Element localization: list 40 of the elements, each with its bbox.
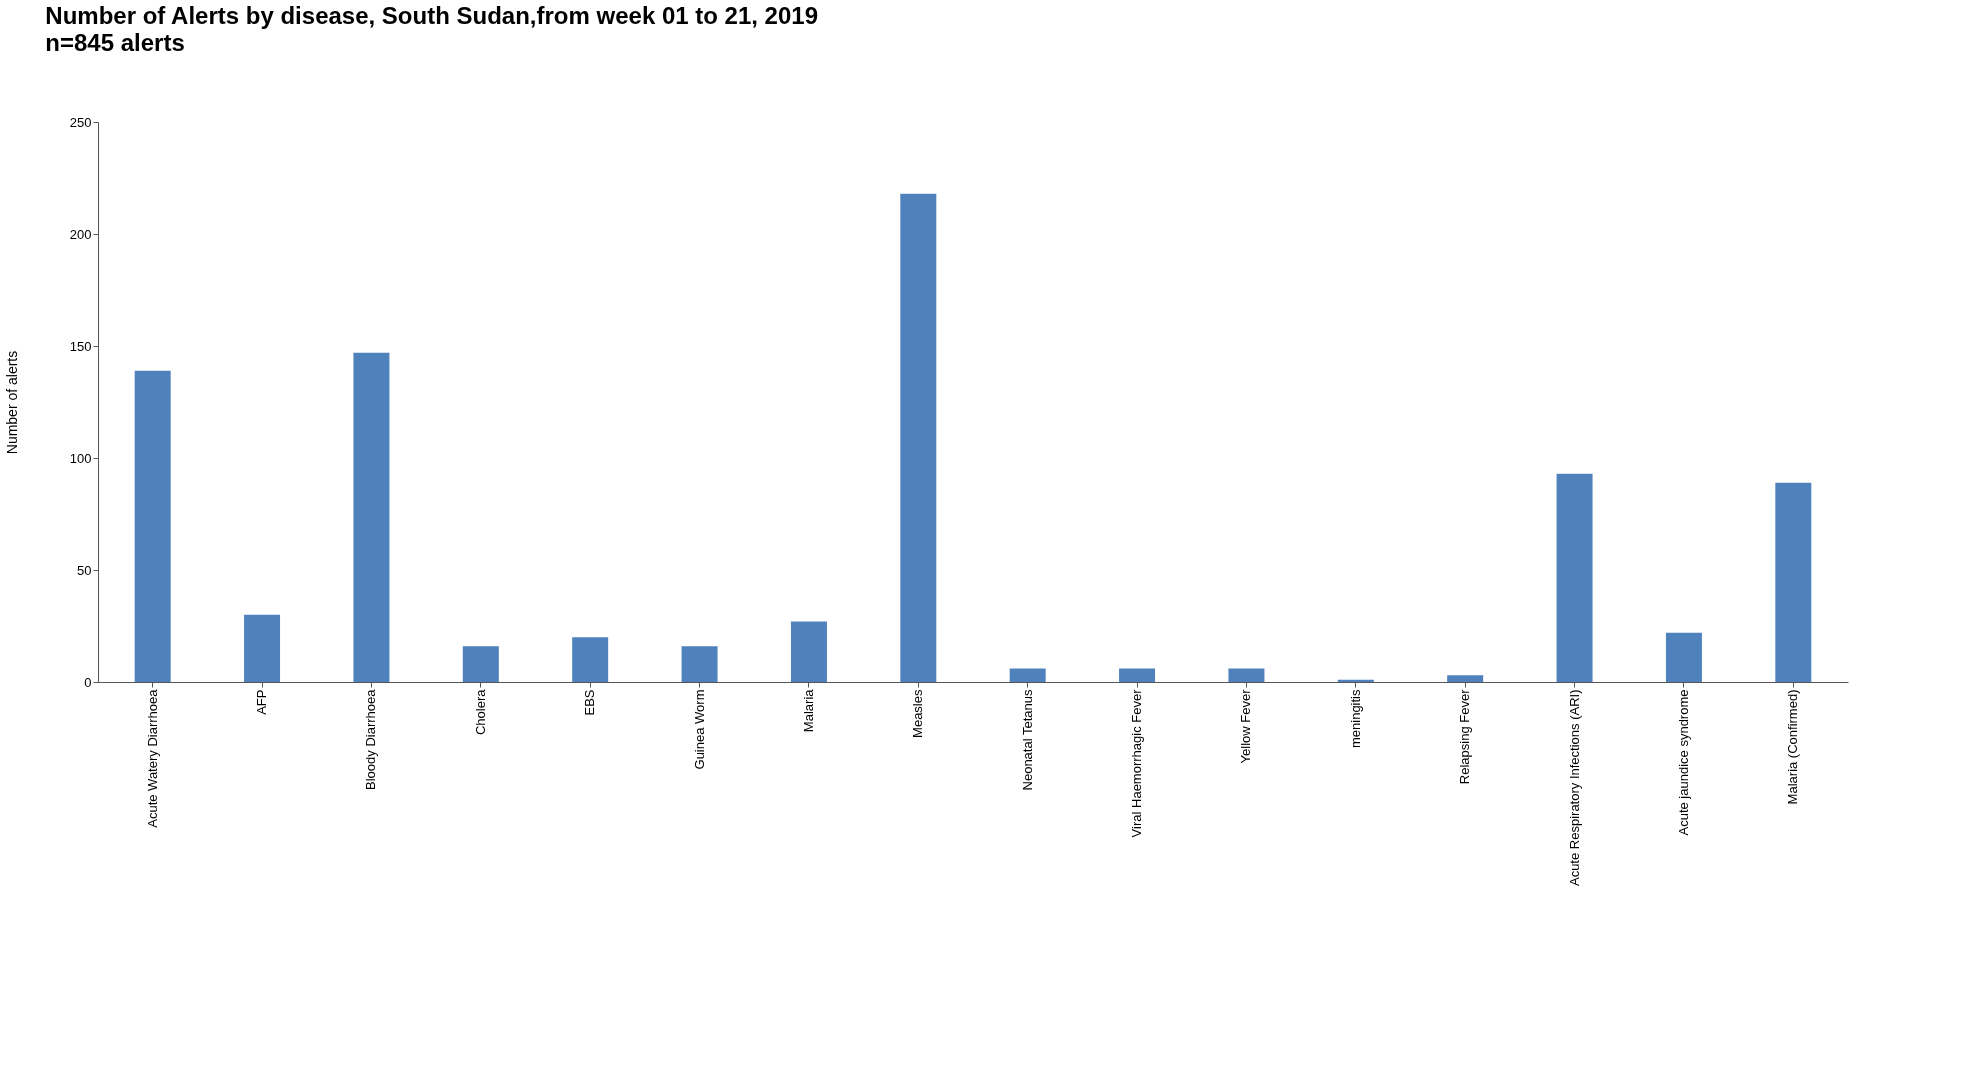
bar bbox=[1447, 675, 1484, 682]
x-tick-label: Cholera bbox=[472, 688, 488, 736]
x-tick-label: meningitis bbox=[1347, 689, 1363, 749]
bar bbox=[1556, 473, 1593, 682]
bar bbox=[1775, 482, 1812, 682]
bar bbox=[1009, 668, 1046, 682]
x-tick-label: Relapsing Fever bbox=[1457, 688, 1473, 785]
y-tick-label: 250 bbox=[69, 114, 92, 130]
bar bbox=[134, 370, 171, 682]
bar bbox=[353, 352, 390, 682]
bar bbox=[1665, 632, 1702, 682]
bar bbox=[462, 646, 499, 682]
x-tick-label: Bloody Diarrhoea bbox=[363, 688, 379, 790]
bar bbox=[1119, 668, 1156, 682]
bar bbox=[244, 614, 281, 682]
x-tick-label: Malaria bbox=[800, 688, 816, 733]
chart-title: Number of Alerts by disease, South Sudan,from week 01 to 21, 2019 bbox=[45, 2, 818, 29]
chart-subtitle: n=845 alerts bbox=[45, 29, 185, 56]
x-tick-label: Guinea Worm bbox=[691, 689, 707, 770]
x-tick-label: EBS bbox=[582, 689, 598, 716]
x-tick-label: Yellow Fever bbox=[1238, 688, 1254, 764]
y-tick-label: 50 bbox=[77, 562, 92, 578]
bar bbox=[1228, 668, 1265, 682]
bar bbox=[681, 646, 718, 682]
x-tick-label: Neonatal Tetanus bbox=[1019, 689, 1035, 791]
x-tick-label: AFP bbox=[254, 689, 270, 715]
y-tick-label: 150 bbox=[69, 338, 92, 354]
y-tick-label: 100 bbox=[69, 450, 92, 466]
x-tick-label: Acute Respiratory Infections (ARI) bbox=[1566, 689, 1582, 887]
x-tick-label: Malaria (Confirmed) bbox=[1785, 689, 1801, 805]
bar bbox=[900, 193, 937, 682]
bar bbox=[790, 621, 827, 682]
y-tick-label: 0 bbox=[84, 674, 92, 690]
bar bbox=[572, 637, 609, 682]
x-tick-label: Viral Haemorrhagic Fever bbox=[1129, 688, 1145, 838]
x-tick-label: Measles bbox=[910, 689, 926, 738]
x-tick-label: Acute Watery Diarrhoea bbox=[144, 688, 160, 828]
y-axis-title: Number of alerts bbox=[3, 350, 20, 455]
y-tick-label: 200 bbox=[69, 226, 92, 242]
x-tick-label: Acute jaundice syndrome bbox=[1675, 689, 1691, 836]
